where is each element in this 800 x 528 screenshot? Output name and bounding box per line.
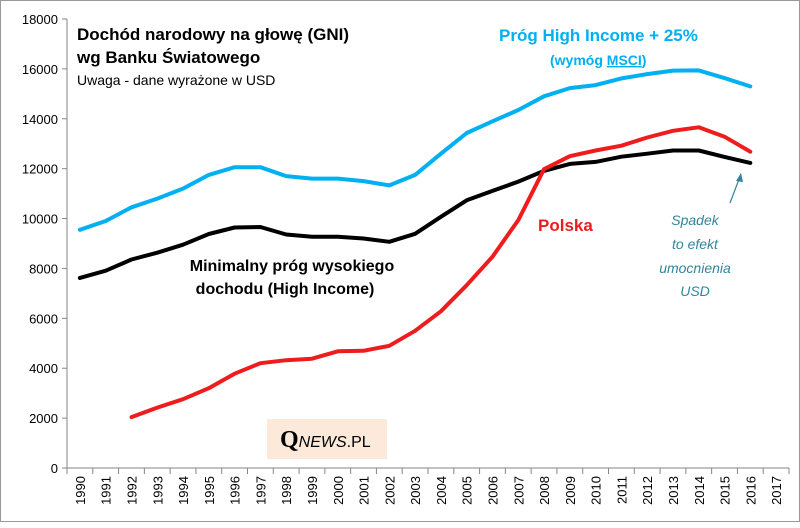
note-line-4: USD: [680, 283, 710, 299]
x-tick-label: 1992: [124, 476, 139, 505]
msci-link[interactable]: MSCI: [607, 52, 642, 68]
x-tick-label: 2002: [382, 476, 397, 505]
black-series-label-line1: Minimalny próg wysokiego: [190, 258, 395, 275]
watermark-logo: QNEWS.PL: [280, 427, 371, 453]
x-tick-label: 1997: [253, 476, 268, 505]
blue-series-label: Próg High Income + 25%: [499, 26, 698, 45]
series-line-3: [129, 125, 753, 420]
chart-title-line2: wg Banku Światowego: [76, 48, 260, 67]
chart-title: Dochód narodowy na głowę (GNI): [77, 25, 349, 44]
x-tick-label: 1993: [150, 476, 165, 505]
red-series-label: Polska: [538, 216, 593, 235]
x-tick-label: 1996: [228, 476, 243, 505]
msci-prefix: (wymóg: [550, 52, 607, 68]
note-arrow-head: [736, 173, 743, 182]
y-tick-label: 12000: [22, 162, 58, 177]
y-tick-label: 18000: [22, 12, 58, 27]
y-tick-label: 16000: [22, 62, 58, 77]
x-tick-label: 2016: [743, 476, 758, 505]
x-tick-label: 1990: [73, 476, 88, 505]
y-tick-label: 14000: [22, 112, 58, 127]
y-tick-label: 10000: [22, 212, 58, 227]
x-tick-label: 2011: [614, 476, 629, 504]
x-tick-label: 2017: [769, 476, 784, 505]
x-axis-ticks: 1990 1991 1992 1993 1994 1995 1996 1997 1998 1999…: [66, 468, 790, 505]
x-tick-label: 2010: [589, 476, 604, 505]
y-tick-label: 2000: [29, 411, 58, 426]
watermark-rest: NEWS: [299, 434, 347, 451]
note-line-2: to efekt: [672, 236, 719, 252]
note-annotation: Spadek to efekt umocnienia USD: [659, 212, 731, 299]
x-tick-label: 2008: [537, 476, 552, 505]
msci-suffix: ): [642, 52, 647, 68]
y-tick-label: 0: [51, 461, 58, 476]
black-series-label-line2: dochodu (High Income): [196, 281, 375, 298]
blue-series-sublabel: (wymóg MSCI): [550, 52, 646, 68]
watermark-initial: Q: [280, 427, 299, 453]
x-tick-label: 2000: [331, 476, 346, 505]
x-tick-label: 1998: [279, 476, 294, 505]
x-tick-label: 2007: [511, 476, 526, 505]
x-tick-label: 2005: [460, 476, 475, 505]
watermark-box: [267, 419, 387, 459]
x-tick-label: 2014: [692, 476, 707, 505]
x-tick-label: 2013: [666, 476, 681, 505]
x-tick-label: 2003: [408, 476, 423, 505]
y-tick-label: 4000: [29, 361, 58, 376]
y-axis-ticks: 0 2000 4000 6000 8000 10000 12000 14000 16000 180…: [22, 12, 67, 476]
note-line-3: umocnienia: [659, 260, 731, 276]
x-tick-label: 1991: [99, 476, 114, 505]
note-line-1: Spadek: [671, 212, 719, 228]
x-tick-label: 1995: [202, 476, 217, 505]
series-lines: [77, 68, 753, 420]
watermark-suffix: .PL: [347, 434, 371, 451]
chart-subtitle: Uwaga - dane wyrażone w USD: [77, 72, 275, 88]
x-tick-label: 2006: [485, 476, 500, 505]
series-line-1: [77, 68, 753, 232]
x-tick-label: 2009: [563, 476, 578, 505]
x-tick-label: 2004: [434, 476, 449, 505]
x-tick-label: 2015: [718, 476, 733, 505]
x-tick-label: 1999: [305, 476, 320, 505]
series-line-2: [77, 148, 753, 280]
x-tick-label: 1994: [176, 476, 191, 505]
y-tick-label: 6000: [29, 311, 58, 326]
y-tick-label: 8000: [29, 261, 58, 276]
x-tick-label: 2012: [640, 476, 655, 505]
x-tick-label: 2001: [357, 476, 372, 505]
